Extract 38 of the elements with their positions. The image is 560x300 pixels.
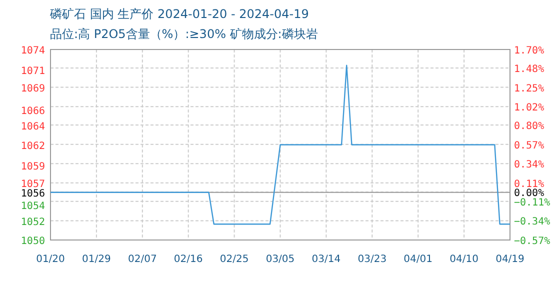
y-tick-label: 1062	[20, 140, 45, 152]
line-series	[50, 64, 511, 225]
y2-tick-label: −0.34%	[514, 216, 550, 228]
x-tick-label: 01/29	[82, 254, 111, 265]
y2-tick-label: 1.48%	[514, 64, 544, 75]
x-tick-label: 01/20	[36, 254, 65, 265]
y-tick-label: 1071	[20, 66, 45, 78]
y-tick-label: 1052	[20, 216, 45, 228]
chart-subtitle: 品位:高 P2O5含量（%）:≥30% 矿物成分:磷块岩	[50, 27, 318, 41]
y2-tick-label: 0.11%	[514, 178, 544, 190]
ref-line-label: 1056	[20, 188, 45, 200]
y2-tick-label: 1.25%	[514, 83, 544, 94]
y2-tick-label: 0.57%	[514, 140, 544, 152]
chart-title: 磷矿石 国内 生产价 2024-01-20 - 2024-04-19	[49, 7, 309, 21]
x-tick-label: 04/19	[496, 254, 524, 265]
x-tick-label: 04/10	[450, 254, 478, 265]
x-tick-label: 03/14	[312, 254, 341, 265]
y-tick-label: 1066	[20, 106, 45, 117]
x-tick-label: 03/23	[358, 254, 387, 265]
y2-tick-label: 0.80%	[514, 121, 544, 132]
y-tick-label: 1054	[20, 201, 45, 212]
x-tick-label: 03/05	[266, 254, 295, 265]
y2-tick-label: 0.00%	[514, 188, 544, 200]
x-tick-label: 02/25	[220, 254, 249, 265]
y2-tick-label: −0.11%	[514, 197, 550, 208]
y-tick-label: 1069	[20, 84, 45, 95]
x-tick-label: 02/07	[128, 254, 157, 265]
y-tick-label: 1059	[20, 161, 45, 172]
y2-tick-label: 1.70%	[514, 46, 544, 56]
y2-tick-label: 1.02%	[514, 102, 544, 114]
y-tick-label: 1064	[20, 122, 45, 133]
y-tick-label: 1074	[20, 46, 45, 56]
x-tick-label: 04/01	[404, 254, 433, 265]
y-tick-label: 1050	[20, 236, 45, 247]
y-tick-label: 1057	[20, 178, 45, 190]
x-tick-label: 02/16	[174, 254, 203, 265]
y2-tick-label: −0.57%	[514, 236, 550, 247]
y2-tick-label: 0.34%	[514, 160, 544, 171]
